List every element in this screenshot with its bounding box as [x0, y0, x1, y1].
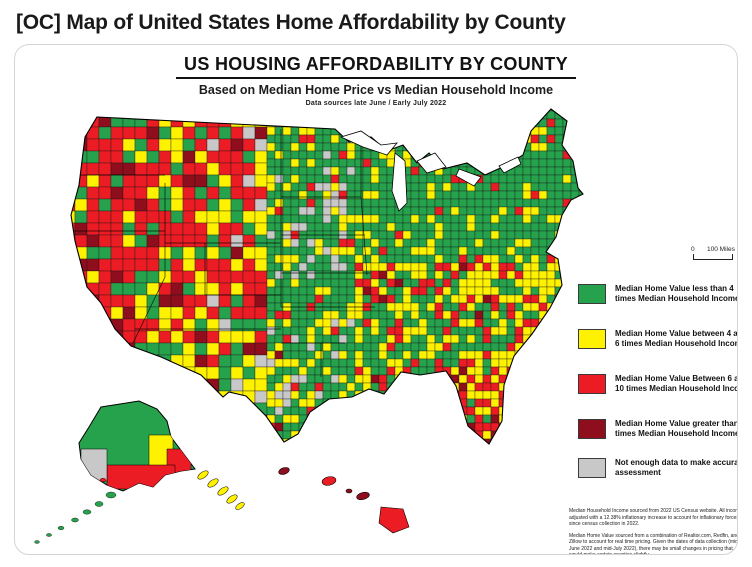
scale-bar-bracket [693, 254, 733, 260]
footnotes: Median Household Income sourced from 202… [569, 508, 738, 555]
scale-bar: 0 100 Miles [691, 246, 737, 260]
alaska-panhandle [197, 470, 245, 510]
footnote-income-source: Median Household Income sourced from 202… [569, 508, 738, 527]
great-lakes [339, 130, 522, 212]
lake-erie [455, 168, 482, 187]
alaska-inset [34, 400, 245, 544]
map-image-card[interactable]: US HOUSING AFFORDABILITY BY COUNTY Based… [14, 44, 738, 555]
lake-superior [339, 130, 398, 156]
lake-huron [416, 152, 447, 174]
us-choropleth-map [34, 108, 584, 544]
footnote-home-value-source: Median Home Value sourced from a combina… [569, 532, 738, 555]
lake-michigan [391, 152, 408, 212]
scale-zero-label: 0 [691, 246, 695, 253]
hawaii-inset [278, 467, 410, 534]
post-title[interactable]: [OC] Map of United States Home Affordabi… [16, 11, 566, 34]
scale-distance-label: 100 Miles [707, 246, 735, 253]
aleutian-islands [34, 478, 117, 544]
lake-ontario [498, 156, 522, 174]
state-borders [71, 129, 375, 377]
